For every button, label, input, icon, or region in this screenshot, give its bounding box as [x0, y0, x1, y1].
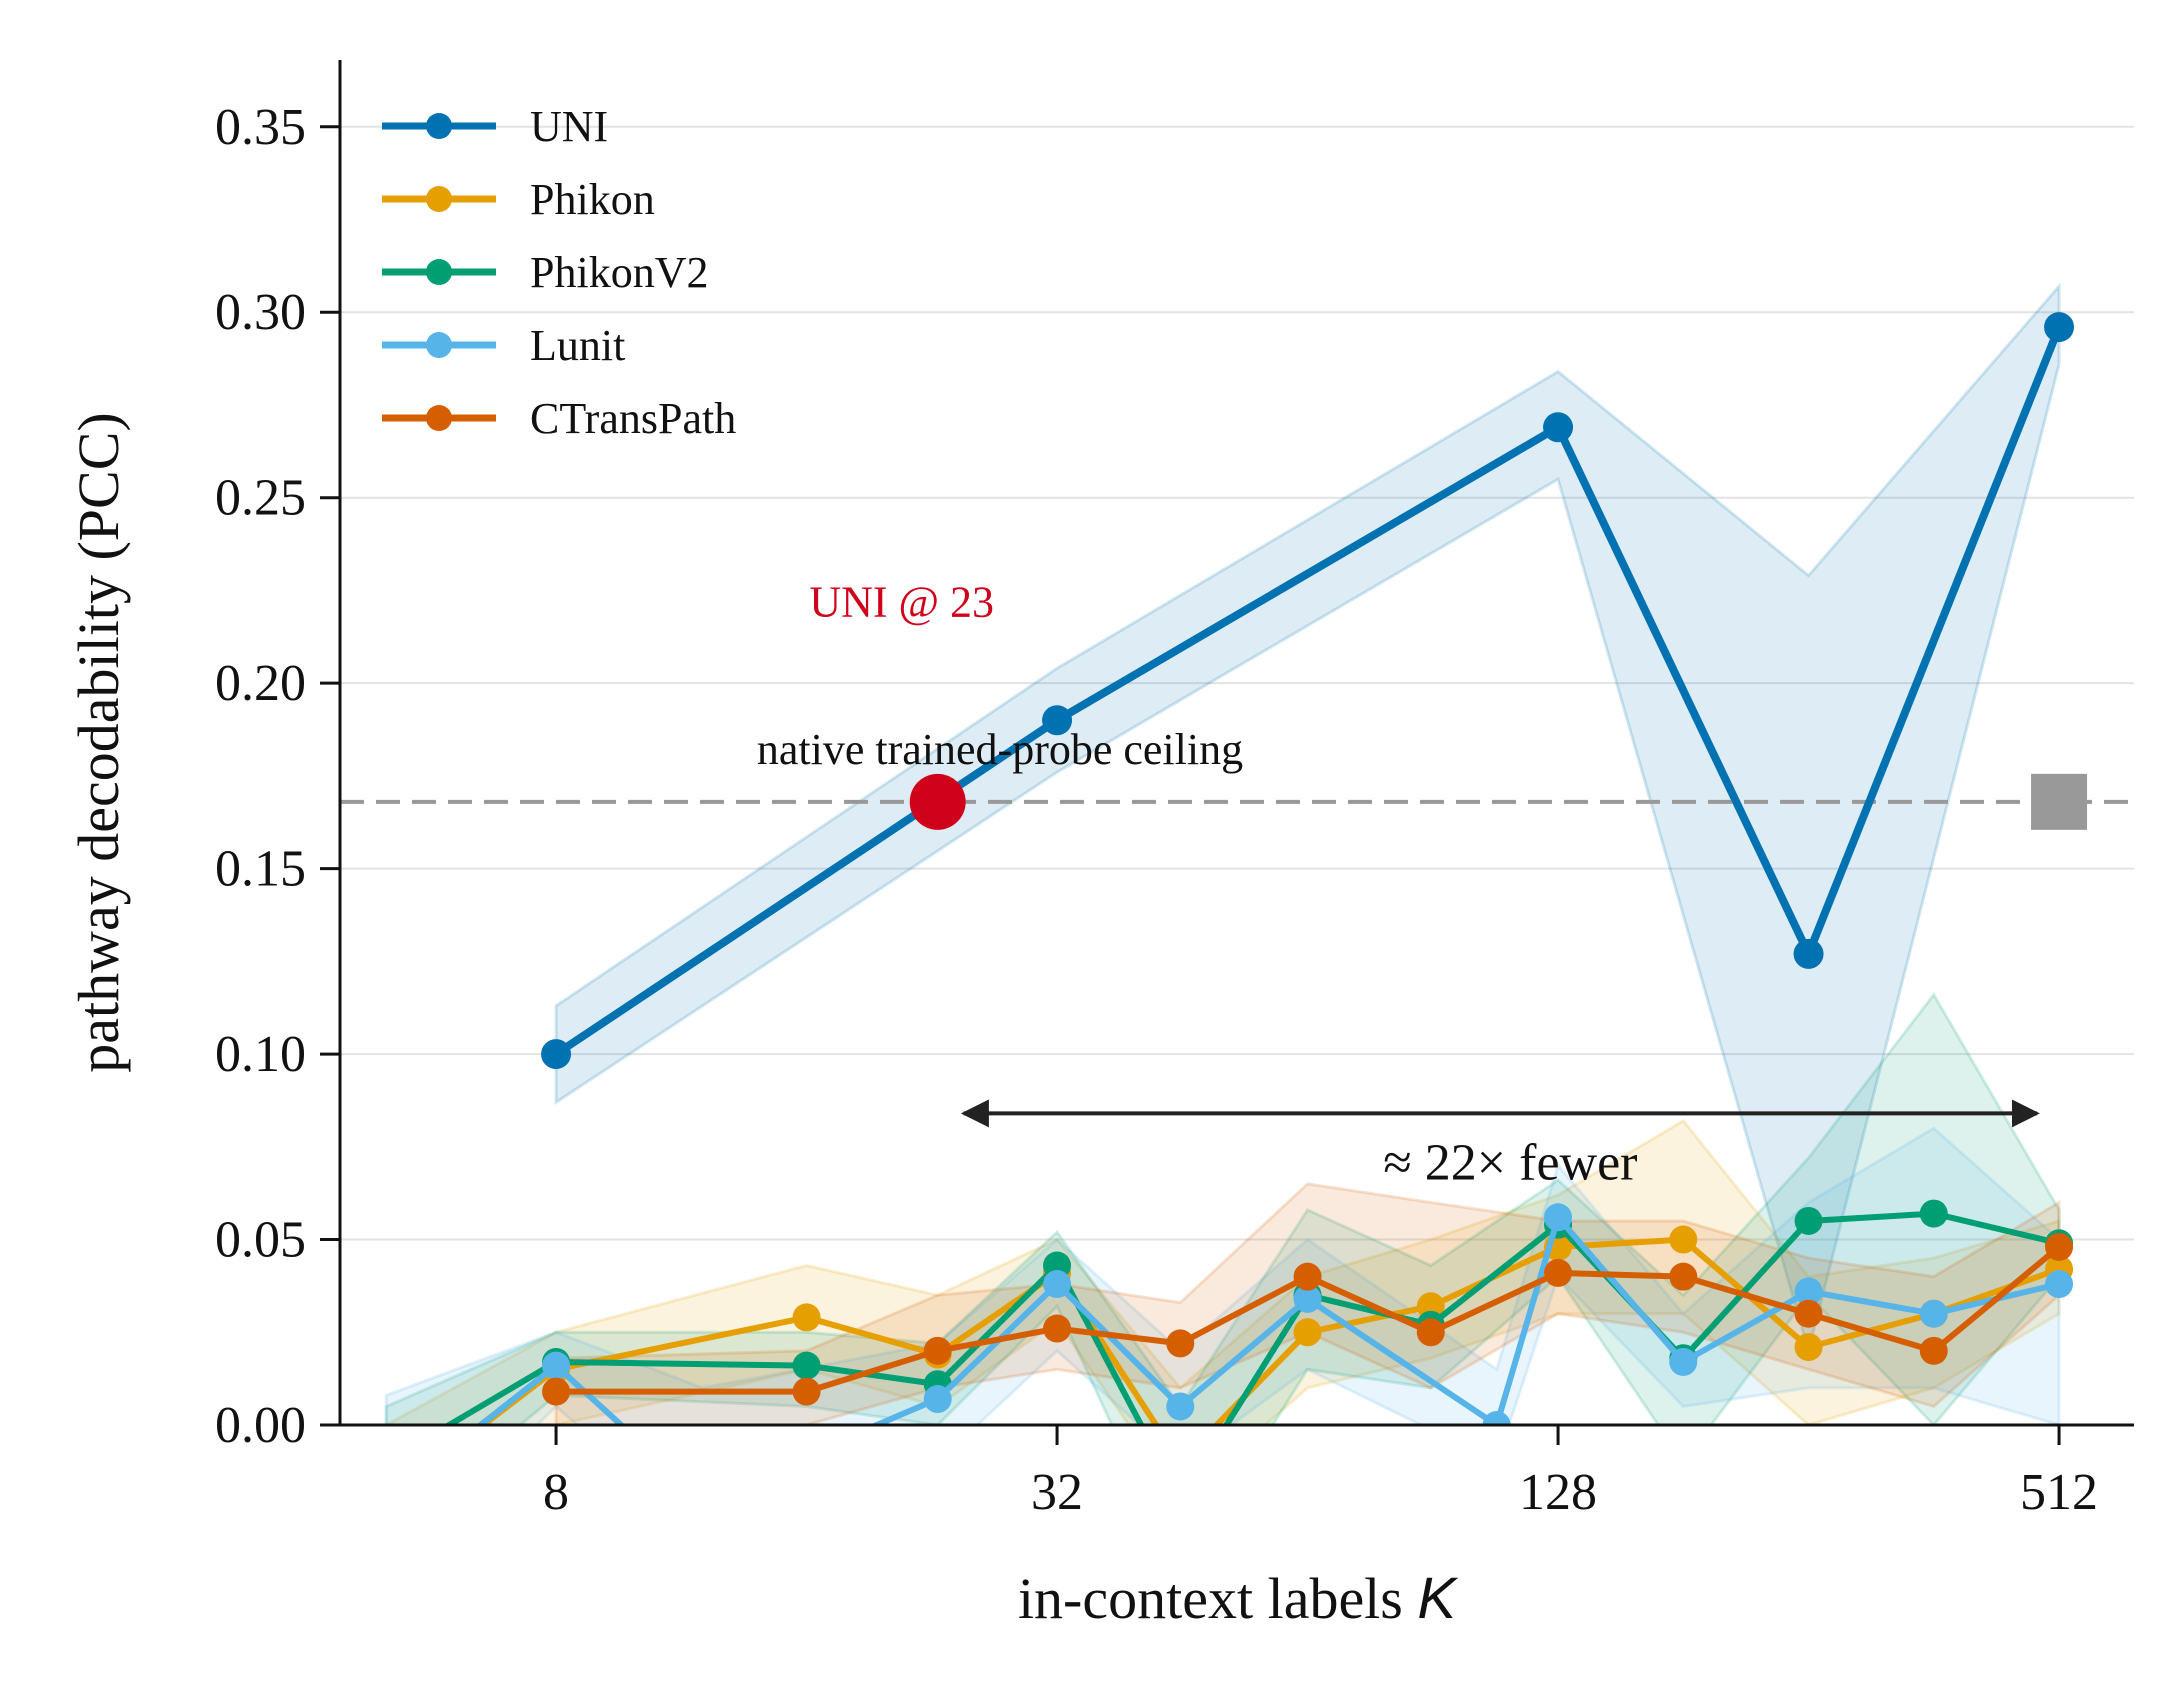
data-point — [792, 1303, 821, 1332]
y-tick-label: 0.15 — [215, 841, 306, 898]
confidence-band — [554, 282, 2061, 1357]
confidence-bands — [384, 282, 2061, 1425]
series-line — [556, 1244, 2061, 1395]
data-point — [1794, 1277, 1823, 1306]
data-point — [1794, 1206, 1823, 1235]
data-point — [1793, 938, 1824, 969]
highlight-label: UNI @ 23 — [809, 577, 994, 626]
data-point — [1166, 1329, 1195, 1358]
y-axis-label: pathway decodability (PCC) — [66, 412, 131, 1072]
legend-label: Lunit — [530, 321, 625, 370]
data-point — [1543, 412, 1574, 443]
confidence-band — [384, 1118, 2061, 1425]
legend-label: Phikon — [530, 175, 655, 224]
y-tick-label: 0.30 — [215, 284, 306, 341]
data-point — [372, 1448, 400, 1476]
y-tick-label: 0.00 — [215, 1397, 306, 1454]
data-point — [542, 1377, 571, 1406]
confidence-band — [384, 1126, 2061, 1425]
data-point — [1293, 1262, 1322, 1291]
data-point — [2044, 312, 2075, 343]
x-tick-label: 8 — [543, 1464, 569, 1521]
data-point — [792, 1351, 821, 1380]
data-point — [1794, 1299, 1823, 1328]
data-point — [2045, 1232, 2074, 1261]
span-arrow-label: ≈ 22× fewer — [1383, 1134, 1637, 1191]
data-point — [1043, 1270, 1072, 1299]
annotations: native trained-probe ceiling UNI @ 23 ≈ 22… — [757, 577, 2040, 1191]
reference-layer — [340, 773, 2134, 830]
data-point — [792, 1377, 821, 1406]
x-tick-label: 32 — [1031, 1464, 1083, 1521]
data-point — [1669, 1347, 1698, 1376]
legend-swatch-marker — [426, 332, 452, 358]
data-point — [1919, 1299, 1948, 1328]
data-point — [1293, 1284, 1322, 1313]
data-point — [1166, 1485, 1194, 1513]
legend-label: PhikonV2 — [530, 248, 708, 297]
y-tick-label: 0.05 — [215, 1212, 306, 1269]
data-point — [1166, 1392, 1195, 1421]
y-tick-label: 0.25 — [215, 470, 306, 527]
data-point — [1544, 1203, 1573, 1232]
axes: 0.00 0.05 0.10 0.15 0.20 0.25 0.30 0.35 8 32 128 51… — [66, 60, 2134, 1631]
data-point — [923, 1385, 952, 1414]
data-point — [541, 1039, 572, 1070]
series-lines — [372, 312, 2075, 1513]
x-axis-variable: K — [1417, 1566, 1458, 1631]
x-axis-label-text: in-context labels — [1018, 1566, 1417, 1631]
data-point — [1669, 1262, 1698, 1291]
reference-line-label: native trained-probe ceiling — [757, 725, 1243, 774]
data-point — [1043, 1314, 1072, 1343]
data-point — [1482, 1411, 1511, 1425]
y-tick-label: 0.35 — [215, 99, 306, 156]
data-point — [1042, 705, 1073, 736]
legend-swatch-marker — [426, 186, 452, 212]
data-point — [1669, 1225, 1698, 1254]
data-point — [1919, 1336, 1948, 1365]
x-tick-label: 128 — [1519, 1464, 1597, 1521]
x-tick-label: 512 — [2020, 1464, 2098, 1521]
data-point — [542, 1351, 571, 1380]
grid-layer — [340, 125, 2134, 1241]
x-axis-label: in-context labels K — [1018, 1566, 1458, 1631]
data-point — [923, 1336, 952, 1365]
reference-marker — [2031, 773, 2088, 830]
highlight-point — [909, 773, 966, 830]
data-point — [1166, 1448, 1194, 1476]
data-point — [372, 1485, 400, 1513]
data-point — [1794, 1333, 1823, 1362]
legend-label: CTransPath — [530, 394, 736, 443]
data-point — [2045, 1270, 2074, 1299]
legend-label: UNI — [530, 102, 608, 151]
legend-swatch-marker — [426, 405, 452, 431]
legend: UNI Phikon PhikonV2 Lunit CTransPath — [382, 102, 736, 443]
data-point — [1293, 1318, 1322, 1347]
legend-swatch-marker — [426, 113, 452, 139]
legend-swatch-marker — [426, 259, 452, 285]
data-point — [689, 1485, 717, 1513]
data-point — [372, 1485, 400, 1513]
data-point — [1919, 1199, 1948, 1228]
data-point — [1544, 1258, 1573, 1287]
y-tick-label: 0.20 — [215, 655, 306, 712]
data-point — [1416, 1318, 1445, 1347]
y-tick-label: 0.10 — [215, 1026, 306, 1083]
